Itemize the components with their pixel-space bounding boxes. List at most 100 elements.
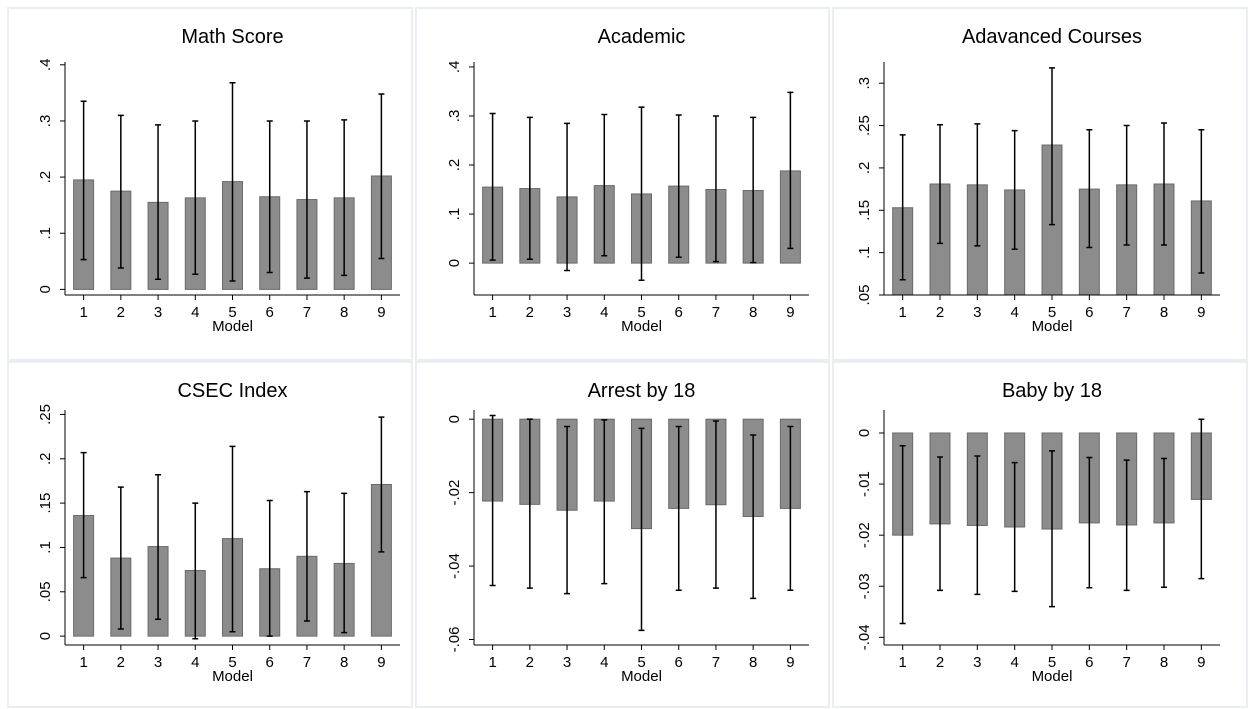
error-bar <box>1011 129 1018 250</box>
x-tick-label: 7 <box>1122 654 1130 671</box>
y-tick-label: .05 <box>856 285 873 306</box>
x-tick-label: 5 <box>1048 654 1056 671</box>
x-axis-title: Model <box>1032 668 1073 685</box>
x-tick-label: 9 <box>377 304 385 321</box>
y-tick-label: .2 <box>446 159 463 172</box>
chart-panel: Adavanced Courses .05 .1 .15 .2 .25 .3 1 2 3 4 5 6 7 8… <box>832 7 1248 361</box>
x-axis-title: Model <box>212 668 253 685</box>
error-bar <box>229 445 236 633</box>
error-bar <box>1123 459 1130 592</box>
error-bar <box>1123 124 1130 246</box>
panel-frame <box>415 7 830 361</box>
x-tick-label: 2 <box>117 654 125 671</box>
error-bar <box>1049 67 1055 226</box>
error-bar <box>489 414 496 587</box>
error-bar <box>937 456 943 592</box>
y-tick-label: 0 <box>446 259 463 267</box>
panel-frame <box>415 361 830 708</box>
y-tick-label: -.04 <box>856 624 873 650</box>
error-bar <box>155 473 162 621</box>
panel-frame <box>7 361 413 708</box>
x-axis-title: Model <box>621 318 662 335</box>
x-tick-label: 6 <box>1085 304 1093 321</box>
error-bar <box>1086 456 1093 589</box>
y-tick-label: -.03 <box>856 573 873 599</box>
y-tick-label: 0 <box>37 285 54 293</box>
x-tick-label: 5 <box>637 304 645 321</box>
y-tick-label: .2 <box>856 162 873 175</box>
error-bar <box>787 91 794 250</box>
error-bar <box>937 123 943 245</box>
chart-panel: CSEC Index 0 .05 .1 .15 .2 .25 1 2 3 4 5 6 7 8 9 Model <box>7 361 413 708</box>
x-tick-label: 4 <box>1010 304 1018 321</box>
chart-panel: Baby by 18 0 -.01 -.02 -.03 -.04 1 2 3 4 5 6 7 8 9 Mode… <box>832 361 1248 708</box>
x-tick-label: 8 <box>340 654 348 671</box>
chart-title: Arrest by 18 <box>588 380 696 402</box>
x-tick-label: 8 <box>1160 304 1168 321</box>
error-bar <box>675 114 682 258</box>
x-tick-label: 6 <box>1085 654 1093 671</box>
x-tick-label: 1 <box>79 304 87 321</box>
error-bar <box>155 124 162 281</box>
error-bar <box>564 122 571 272</box>
x-tick-label: 7 <box>712 304 720 321</box>
error-bar <box>712 115 719 263</box>
y-tick-label: 0 <box>856 429 873 437</box>
y-tick-label: .15 <box>856 200 873 221</box>
x-tick-label: 7 <box>1122 304 1130 321</box>
error-bar <box>117 486 124 630</box>
chart-title: Academic <box>598 26 686 48</box>
y-tick-label: .1 <box>856 246 873 259</box>
panel-frame <box>7 7 413 361</box>
y-tick-label: -.02 <box>856 522 873 548</box>
x-tick-label: 5 <box>637 654 645 671</box>
y-tick-label: .4 <box>446 61 463 74</box>
x-tick-label: 4 <box>191 304 199 321</box>
x-tick-label: 9 <box>377 654 385 671</box>
error-bar <box>341 119 348 277</box>
x-tick-label: 8 <box>749 304 757 321</box>
y-tick-label: .3 <box>37 115 54 128</box>
chart-title: Baby by 18 <box>1002 380 1102 402</box>
error-bar <box>1086 129 1093 249</box>
y-tick-label: .3 <box>856 77 873 90</box>
y-tick-label: -.04 <box>446 553 463 579</box>
x-tick-label: 4 <box>600 304 608 321</box>
error-bar <box>750 434 757 600</box>
x-tick-label: 9 <box>786 654 794 671</box>
x-tick-label: 4 <box>191 654 199 671</box>
x-tick-label: 9 <box>1197 654 1205 671</box>
error-bar <box>601 419 608 585</box>
error-bar <box>80 100 87 261</box>
error-bar <box>1198 418 1205 580</box>
x-tick-label: 3 <box>973 654 981 671</box>
y-tick-label: .15 <box>37 493 54 514</box>
error-bar <box>266 120 273 274</box>
error-bar <box>192 502 199 640</box>
error-bar <box>341 492 348 634</box>
x-tick-label: 1 <box>898 654 906 671</box>
x-axis-title: Model <box>621 668 662 685</box>
x-tick-label: 7 <box>712 654 720 671</box>
x-tick-label: 6 <box>675 304 683 321</box>
x-tick-label: 5 <box>228 304 236 321</box>
error-bar <box>526 418 533 589</box>
error-bar <box>1049 450 1055 608</box>
error-bar <box>974 455 981 596</box>
error-bar <box>712 420 719 589</box>
x-tick-label: 6 <box>266 654 274 671</box>
x-tick-label: 3 <box>563 304 571 321</box>
error-bar <box>564 425 571 595</box>
x-tick-label: 5 <box>1048 304 1056 321</box>
x-tick-label: 2 <box>936 654 944 671</box>
error-bar <box>303 490 310 622</box>
x-tick-label: 1 <box>898 304 906 321</box>
error-bar <box>378 416 385 553</box>
x-tick-label: 2 <box>526 654 534 671</box>
y-tick-label: .3 <box>446 110 463 123</box>
error-bar <box>489 112 496 261</box>
y-tick-label: 0 <box>37 632 54 640</box>
error-bar <box>899 445 906 625</box>
x-tick-label: 4 <box>1010 654 1018 671</box>
